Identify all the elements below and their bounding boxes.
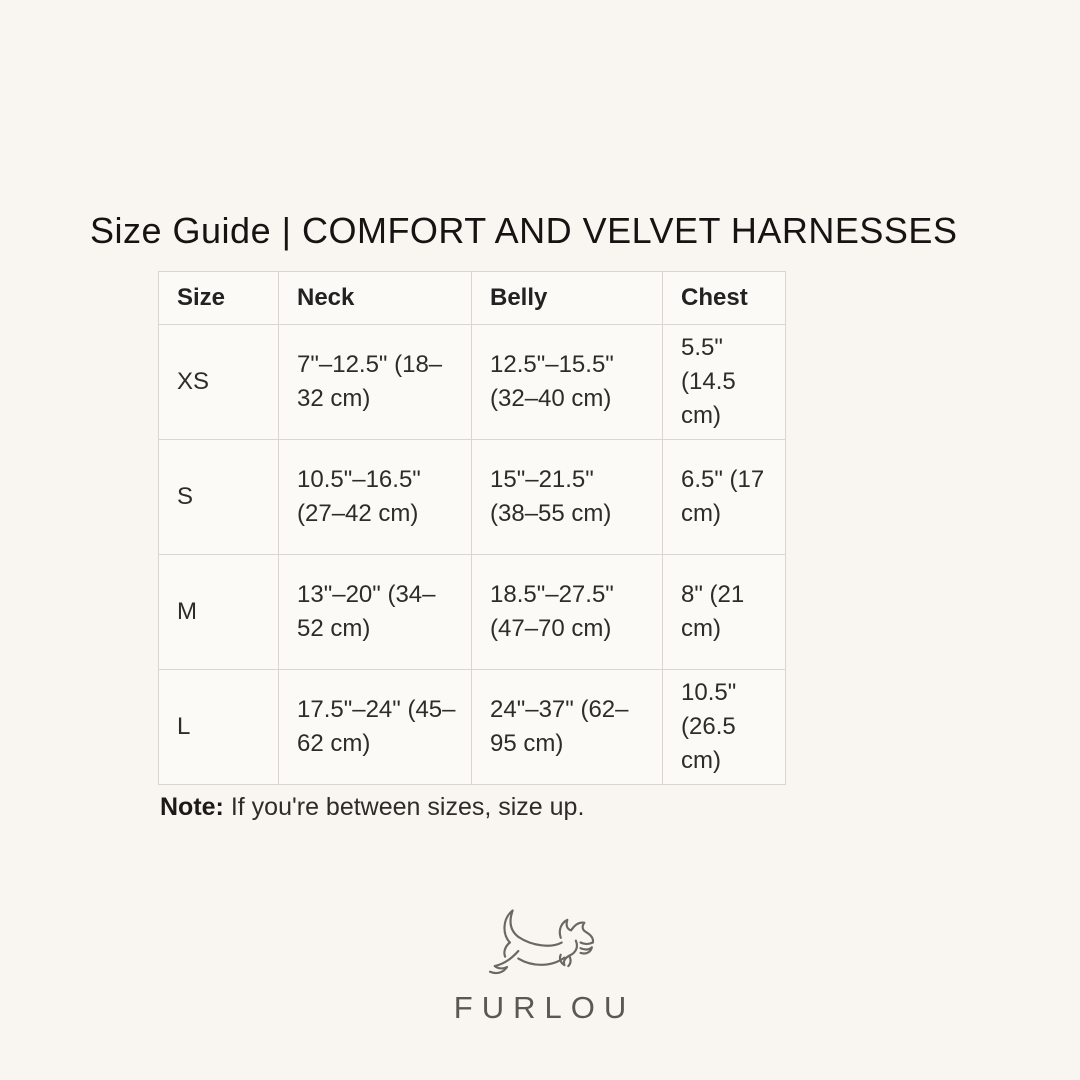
cell-belly: 12.5"–15.5" (32–40 cm) <box>471 324 663 440</box>
brand-name: FURLOU <box>453 990 636 1025</box>
page-title: Size Guide | COMFORT AND VELVET HARNESSE… <box>90 210 958 251</box>
header-chest: Chest <box>662 271 786 325</box>
table-row-xs: XS 7"–12.5" (18–32 cm) 12.5"–15.5" (32–4… <box>158 324 786 440</box>
cell-chest: 10.5" (26.5 cm) <box>662 669 786 785</box>
cell-size: M <box>158 554 279 670</box>
table-row-l: L 17.5"–24" (45–62 cm) 24"–37" (62–95 cm… <box>158 669 786 785</box>
cell-belly: 15"–21.5" (38–55 cm) <box>471 439 663 555</box>
table-row-m: M 13"–20" (34–52 cm) 18.5"–27.5" (47–70 … <box>158 554 786 670</box>
cell-neck: 17.5"–24" (45–62 cm) <box>278 669 472 785</box>
cell-chest: 6.5" (17 cm) <box>662 439 786 555</box>
table-row-s: S 10.5"–16.5" (27–42 cm) 15"–21.5" (38–5… <box>158 439 786 555</box>
cell-chest: 8" (21 cm) <box>662 554 786 670</box>
cell-neck: 13"–20" (34–52 cm) <box>278 554 472 670</box>
note-label: Note: <box>160 793 224 821</box>
size-guide-table: Size Neck Belly Chest XS 7"–12.5" (18–32… <box>158 271 786 785</box>
cell-size: L <box>158 669 279 785</box>
cell-belly: 18.5"–27.5" (47–70 cm) <box>471 554 663 670</box>
cell-size: XS <box>158 324 279 440</box>
cell-neck: 10.5"–16.5" (27–42 cm) <box>278 439 472 555</box>
header-belly: Belly <box>471 271 663 325</box>
brand-logo-block: FURLOU <box>0 898 1080 1026</box>
header-size: Size <box>158 271 279 325</box>
leaping-dog-icon <box>488 909 595 975</box>
table-header-row: Size Neck Belly Chest <box>158 271 786 325</box>
cell-neck: 7"–12.5" (18–32 cm) <box>278 324 472 440</box>
header-neck: Neck <box>278 271 472 325</box>
cell-chest: 5.5" (14.5 cm) <box>662 324 786 440</box>
note-text: If you're between sizes, size up. <box>223 793 585 821</box>
cell-belly: 24"–37" (62–95 cm) <box>471 669 663 785</box>
sizing-note: Note: If you're between sizes, size up. <box>160 793 584 822</box>
cell-size: S <box>158 439 279 555</box>
